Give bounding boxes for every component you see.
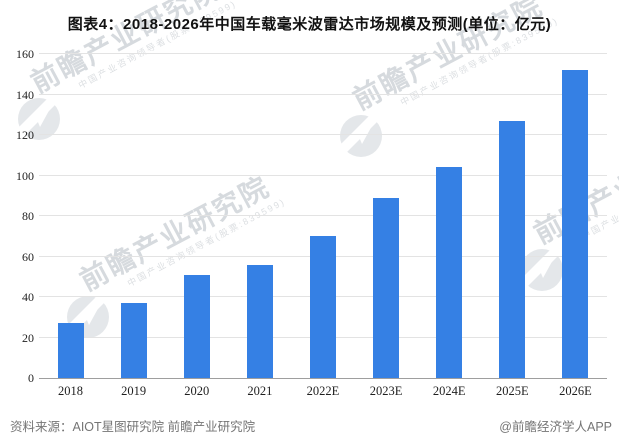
bar-2025E	[499, 120, 526, 378]
bar-2023E	[373, 197, 400, 378]
y-tick-120: 120	[16, 128, 34, 142]
chart-title: 图表4：2018-2026年中国车载毫米波雷达市场规模及预测(单位：亿元)	[67, 16, 552, 33]
bar-2024E	[436, 167, 463, 378]
x-tick-2021: 2021	[247, 384, 273, 398]
gridline-140	[39, 93, 607, 95]
qianzhan-logo-icon	[17, 97, 60, 140]
bar-2018	[57, 323, 84, 378]
bar-2022E	[310, 236, 336, 378]
gridline-160	[39, 53, 607, 54]
gridline-80	[39, 215, 607, 216]
bar-2019	[120, 303, 147, 378]
x-tick-2019: 2019	[121, 384, 147, 398]
x-tick-2025E: 2025E	[496, 384, 529, 398]
gridline-120	[39, 134, 607, 135]
x-tick-2020: 2020	[184, 384, 210, 398]
source-note: 资料来源：AIOT星图研究院 前瞻产业研究院	[10, 420, 256, 434]
x-tick-2018: 2018	[58, 384, 84, 398]
y-tick-40: 40	[22, 290, 34, 304]
x-tick-2026E: 2026E	[559, 384, 592, 398]
bar-2020	[183, 274, 210, 378]
footer: 资料来源：AIOT星图研究院 前瞻产业研究院 @前瞻经济学人APP	[10, 416, 612, 435]
qianzhan-logo-icon	[520, 248, 563, 291]
y-tick-80: 80	[22, 209, 34, 223]
y-tick-100: 100	[16, 168, 34, 183]
y-axis: 0 20 40 60 80 100 120 140 160	[0, 47, 34, 385]
y-tick-0: 0	[28, 371, 34, 385]
y-tick-20: 20	[22, 330, 34, 345]
credit-note: @前瞻经济学人APP	[499, 420, 612, 434]
y-tick-60: 60	[22, 249, 34, 264]
x-tick-2022E: 2022E	[306, 384, 340, 398]
plot-area	[39, 53, 607, 379]
bar-2021	[246, 264, 273, 378]
watermark: 前瞻产业研究院中国产业咨询领导者(股票:839599)	[17, 0, 238, 141]
y-tick-140: 140	[16, 87, 34, 102]
x-tick-2023E: 2023E	[369, 384, 403, 398]
y-tick-160: 160	[16, 47, 34, 61]
bar-2026E	[562, 70, 589, 378]
gridline-100	[39, 174, 607, 176]
x-tick-2024E: 2024E	[432, 384, 466, 398]
x-axis: 2018 2019 2020 2021 2022E 2023E 2024E 2025E 2026…	[39, 384, 607, 400]
